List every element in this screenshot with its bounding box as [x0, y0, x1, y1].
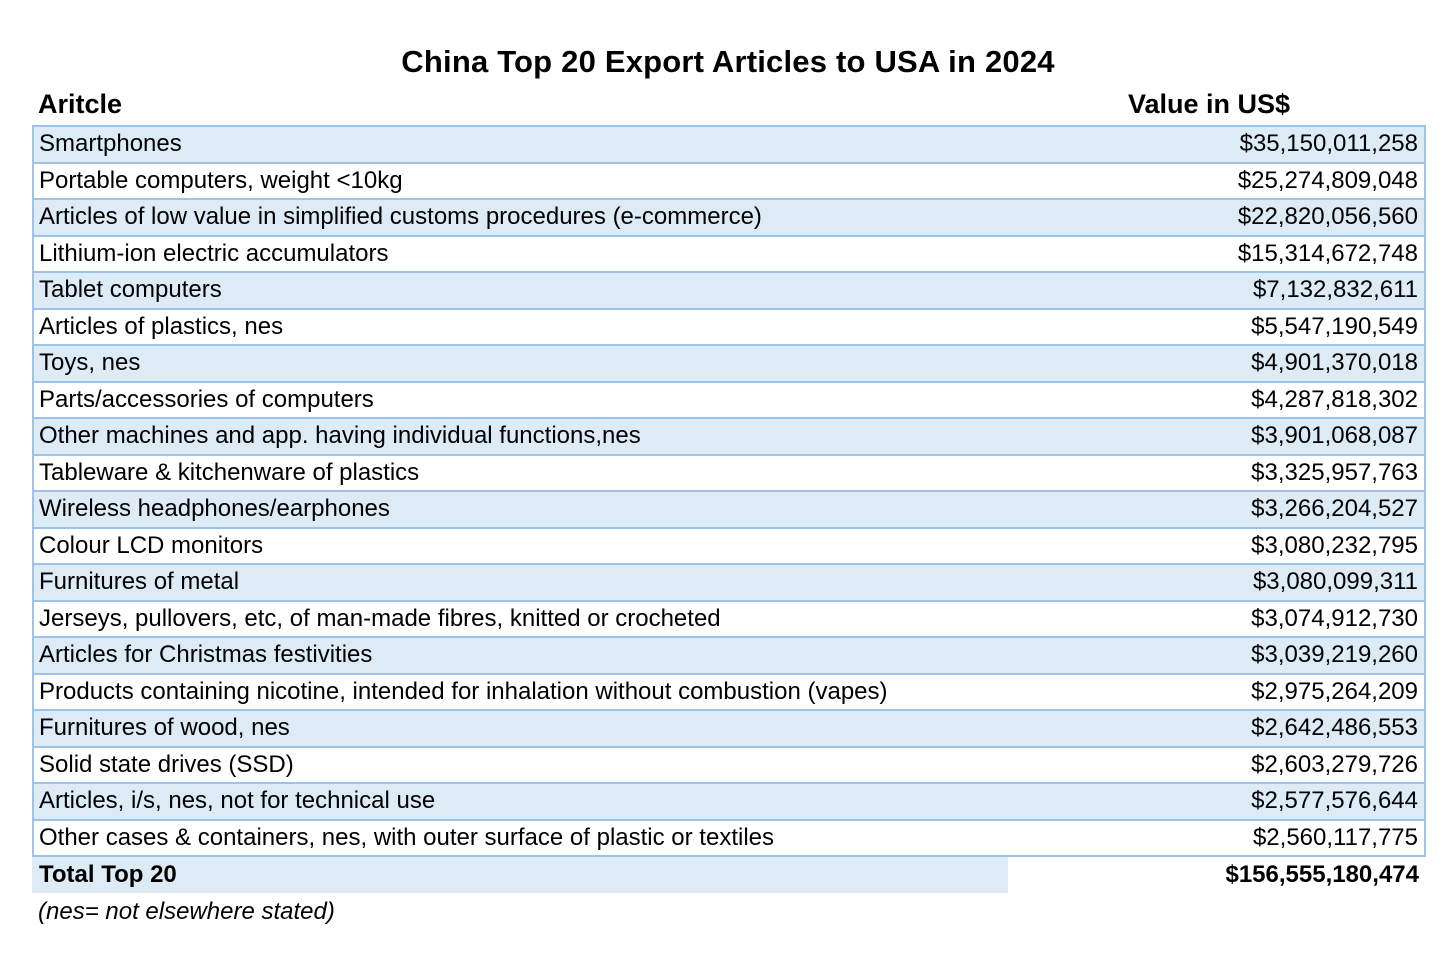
table-row: Portable computers, weight <10kg $25,274,…: [32, 163, 1426, 200]
article-cell: Smartphones: [39, 130, 182, 158]
total-value: $156,555,180,474: [1225, 861, 1419, 888]
article-cell: Products containing nicotine, intended f…: [39, 677, 888, 705]
value-cell: $4,901,370,018: [1251, 349, 1418, 377]
article-cell: Parts/accessories of computers: [39, 385, 374, 413]
table-row: Lithium-ion electric accumulators $15,314…: [32, 236, 1426, 273]
footnote: (nes= not elsewhere stated): [38, 898, 335, 925]
table-row: Parts/accessories of computers $4,287,818…: [32, 382, 1426, 419]
column-header-article: Aritcle: [38, 89, 123, 119]
article-cell: Articles of plastics, nes: [39, 312, 284, 340]
value-cell: $25,274,809,048: [1237, 166, 1418, 194]
total-row: Total Top 20 $156,555,180,474: [32, 857, 1426, 893]
table-row: Other cases & containers, nes, with oute…: [32, 820, 1426, 857]
table-row: Tableware & kitchenware of plastics $3,32…: [32, 455, 1426, 492]
value-cell: $22,820,056,560: [1237, 203, 1418, 231]
value-cell: $15,314,672,748: [1237, 239, 1418, 267]
export-table: Smartphones $35,150,011,258 Portable compu…: [32, 125, 1426, 857]
table-row: Toys, nes $4,901,370,018: [32, 346, 1426, 383]
column-header-value: Value in US$: [1128, 89, 1291, 119]
value-cell: $35,150,011,258: [1239, 130, 1418, 158]
article-cell: Wireless headphones/earphones: [39, 495, 390, 523]
article-cell: Furnitures of metal: [39, 568, 240, 596]
article-cell: Lithium-ion electric accumulators: [39, 239, 389, 267]
total-label: Total Top 20: [32, 857, 1008, 893]
article-cell: Toys, nes: [39, 349, 141, 377]
article-cell: Articles, i/s, nes, not for technical us…: [39, 787, 436, 815]
article-cell: Other machines and app. having individua…: [39, 422, 641, 450]
article-cell: Tablet computers: [39, 276, 222, 304]
value-cell: $3,080,099,311: [1252, 568, 1418, 596]
article-cell: Solid state drives (SSD): [39, 750, 294, 778]
table-row: Products containing nicotine, intended f…: [32, 674, 1426, 711]
article-cell: Articles for Christmas festivities: [39, 641, 373, 669]
article-cell: Furnitures of wood, nes: [39, 714, 290, 742]
value-cell: $2,642,486,553: [1251, 714, 1418, 742]
value-cell: $4,287,818,302: [1251, 385, 1418, 413]
article-cell: Tableware & kitchenware of plastics: [39, 458, 420, 486]
table-row: Solid state drives (SSD) $2,603,279,726: [32, 747, 1426, 784]
value-cell: $3,080,232,795: [1251, 531, 1418, 559]
table-row: Furnitures of metal $3,080,099,311: [32, 565, 1426, 602]
article-cell: Jerseys, pullovers, etc, of man-made fib…: [39, 604, 721, 632]
table-row: Smartphones $35,150,011,258: [32, 127, 1426, 164]
article-cell: Articles of low value in simplified cust…: [39, 203, 762, 231]
table-row: Articles of plastics, nes $5,547,190,549: [32, 309, 1426, 346]
value-cell: $3,074,912,730: [1251, 604, 1418, 632]
page-title: China Top 20 Export Articles to USA in 2…: [401, 44, 1055, 79]
table-row: Jerseys, pullovers, etc, of man-made fib…: [32, 601, 1426, 638]
table-row: Tablet computers $7,132,832,611: [32, 273, 1426, 310]
table-row: Furnitures of wood, nes $2,642,486,553: [32, 711, 1426, 748]
article-cell: Portable computers, weight <10kg: [39, 166, 403, 194]
value-cell: $2,975,264,209: [1251, 677, 1418, 705]
table-row: Wireless headphones/earphones $3,266,204,…: [32, 492, 1426, 529]
article-cell: Other cases & containers, nes, with oute…: [39, 823, 774, 851]
value-cell: $7,132,832,611: [1252, 276, 1418, 304]
table-row: Colour LCD monitors $3,080,232,795: [32, 528, 1426, 565]
value-cell: $2,603,279,726: [1251, 750, 1418, 778]
value-cell: $5,547,190,549: [1251, 312, 1418, 340]
value-cell: $3,039,219,260: [1251, 641, 1418, 669]
value-cell: $3,266,204,527: [1251, 495, 1418, 523]
value-cell: $3,901,068,087: [1251, 422, 1418, 450]
value-cell: $2,560,117,775: [1252, 823, 1418, 851]
table-row: Articles, i/s, nes, not for technical us…: [32, 784, 1426, 821]
table-row: Articles for Christmas festivities $3,039…: [32, 638, 1426, 675]
table-row: Articles of low value in simplified cust…: [32, 200, 1426, 237]
value-cell: $2,577,576,644: [1251, 787, 1418, 815]
value-cell: $3,325,957,763: [1251, 458, 1418, 486]
article-cell: Colour LCD monitors: [39, 531, 264, 559]
table-row: Other machines and app. having individua…: [32, 419, 1426, 456]
